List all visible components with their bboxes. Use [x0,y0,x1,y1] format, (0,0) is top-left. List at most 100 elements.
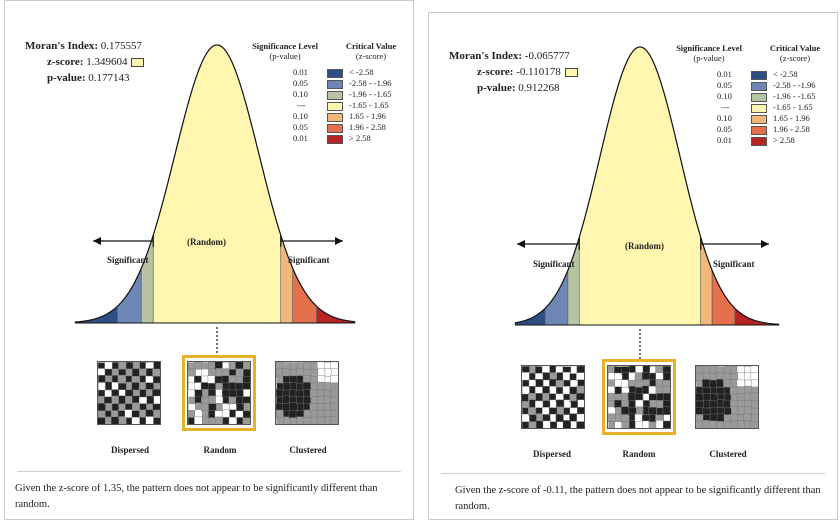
legend-zrange: 1.65 - 1.96 [773,113,810,123]
legend-swatch [751,104,767,113]
legend-swatch [751,115,767,124]
random-label: (Random) [187,237,227,247]
dispersed-label: Dispersed [111,445,149,455]
curve-band [74,305,118,324]
z-score-label: z-score: [47,56,84,68]
legend-pvalue: 0.01 [717,135,732,145]
summary-line-1: Given the z-score of 1.35, the pattern d… [15,483,378,494]
legend-zrange: < -2.58 [349,67,374,77]
legend-pvalue: 0.05 [717,124,732,134]
legend-swatch [751,93,767,102]
moran-report-left: Moran's Index: 0.175557 z-score: 1.34960… [4,0,414,520]
summary-line-2: random. [15,499,50,510]
morans-index-value: 0.175557 [100,40,143,52]
selected-pattern-highlight [182,355,256,431]
curve-band [734,307,780,326]
divider [17,471,401,472]
dispersed-label: Dispersed [533,449,571,459]
legend-zrange: 1.96 - 2.58 [349,122,386,132]
legend-header-critical: Critical Value [345,41,397,51]
normal-curve [74,44,356,357]
p-value-value: 0.177143 [88,72,130,84]
legend-header-zscore: (z-score) [779,53,811,63]
legend-swatch [327,102,343,111]
legend-header-pvalue: (p-value) [269,51,301,61]
z-score-value: 1.349604 [86,56,128,68]
curve-band [280,235,294,324]
legend-header-significance: Significance Level [252,41,318,51]
legend-pvalue: 0.10 [717,91,732,101]
arrowhead-left [93,237,101,245]
clustered-label: Clustered [289,445,327,455]
legend-header-significance: Significance Level [676,43,742,53]
legend-zrange: > 2.58 [349,133,371,143]
legend-header-critical: Critical Value [769,43,821,53]
legend: Significance Level (p-value) Critical Valu… [669,43,834,163]
legend-swatch [327,80,343,89]
curve-outline [514,46,780,325]
summary-line-2: random. [455,501,490,512]
significant-right-label: Significant [713,259,755,269]
p-value-value: 0.912268 [518,82,560,94]
legend-header-zscore: (z-score) [355,51,387,61]
summary-text: Given the z-score of 1.35, the pattern d… [15,481,378,513]
arrowhead-left [517,240,525,248]
legend-pvalue: 0.10 [293,89,308,99]
moran-report-right: Moran's Index: -0.065777 z-score: -0.110… [428,12,838,520]
legend-zrange: -1.65 - 1.65 [773,102,813,112]
legend-header-pvalue: (p-value) [693,53,725,63]
curve-band [152,44,282,324]
divider [441,473,825,474]
legend-swatch [327,69,343,78]
random-thumbnail [187,361,251,425]
arrowhead-right [761,240,769,248]
legend-zrange: -2.58 - -1.96 [349,78,392,88]
legend-pvalue: 0.10 [293,111,308,121]
z-score-value: -0.110178 [516,66,561,78]
legend-swatch [327,124,343,133]
legend-zrange: 1.96 - 2.58 [773,124,810,134]
legend-zrange: -1.96 - -1.65 [773,91,816,101]
arrowhead-right [335,237,343,245]
z-score-label: z-score: [477,66,514,78]
legend-swatch [751,82,767,91]
legend-pvalue: 0.05 [293,78,308,88]
random-pattern-label: Random [622,449,656,459]
legend-pvalue: 0.01 [293,67,308,77]
clustered-thumbnail [695,365,759,429]
random-pattern-label: Random [203,445,237,455]
legend-pvalue: 0.05 [717,80,732,90]
p-value-label: p-value: [47,72,86,84]
curve-band [700,237,713,326]
legend-zrange: -1.96 - -1.65 [349,89,392,99]
p-value-label: p-value: [477,82,516,94]
legend-swatch [751,137,767,146]
selected-pattern-highlight [602,359,676,435]
random-thumbnail [607,365,671,429]
curve-band [140,235,154,324]
legend-zrange: > 2.58 [773,135,795,145]
legend-swatch [327,91,343,100]
legend-pvalue: 0.01 [717,69,732,79]
normal-curve [514,46,780,361]
legend-zrange: < -2.58 [773,69,798,79]
curve-band [578,46,702,326]
legend-pvalue: 0.05 [293,122,308,132]
legend-pvalue: 0.10 [717,113,732,123]
morans-index-value: -0.065777 [524,50,570,62]
legend-zrange: -2.58 - -1.96 [773,80,816,90]
legend-swatch [327,113,343,122]
legend-pvalue: --- [297,100,306,110]
legend-zrange: 1.65 - 1.96 [349,111,386,121]
significant-left-label: Significant [107,255,149,265]
clustered-thumbnail [275,361,339,425]
dispersed-thumbnail [97,361,161,425]
random-label: (Random) [625,241,665,251]
legend-swatch [751,71,767,80]
significant-left-label: Significant [533,259,575,269]
legend-pvalue: --- [721,102,730,112]
summary-text: Given the z-score of -0.11, the pattern … [455,483,821,515]
dispersed-thumbnail [521,365,585,429]
legend-swatch [751,126,767,135]
morans-index-label: Moran's Index: [25,40,99,52]
